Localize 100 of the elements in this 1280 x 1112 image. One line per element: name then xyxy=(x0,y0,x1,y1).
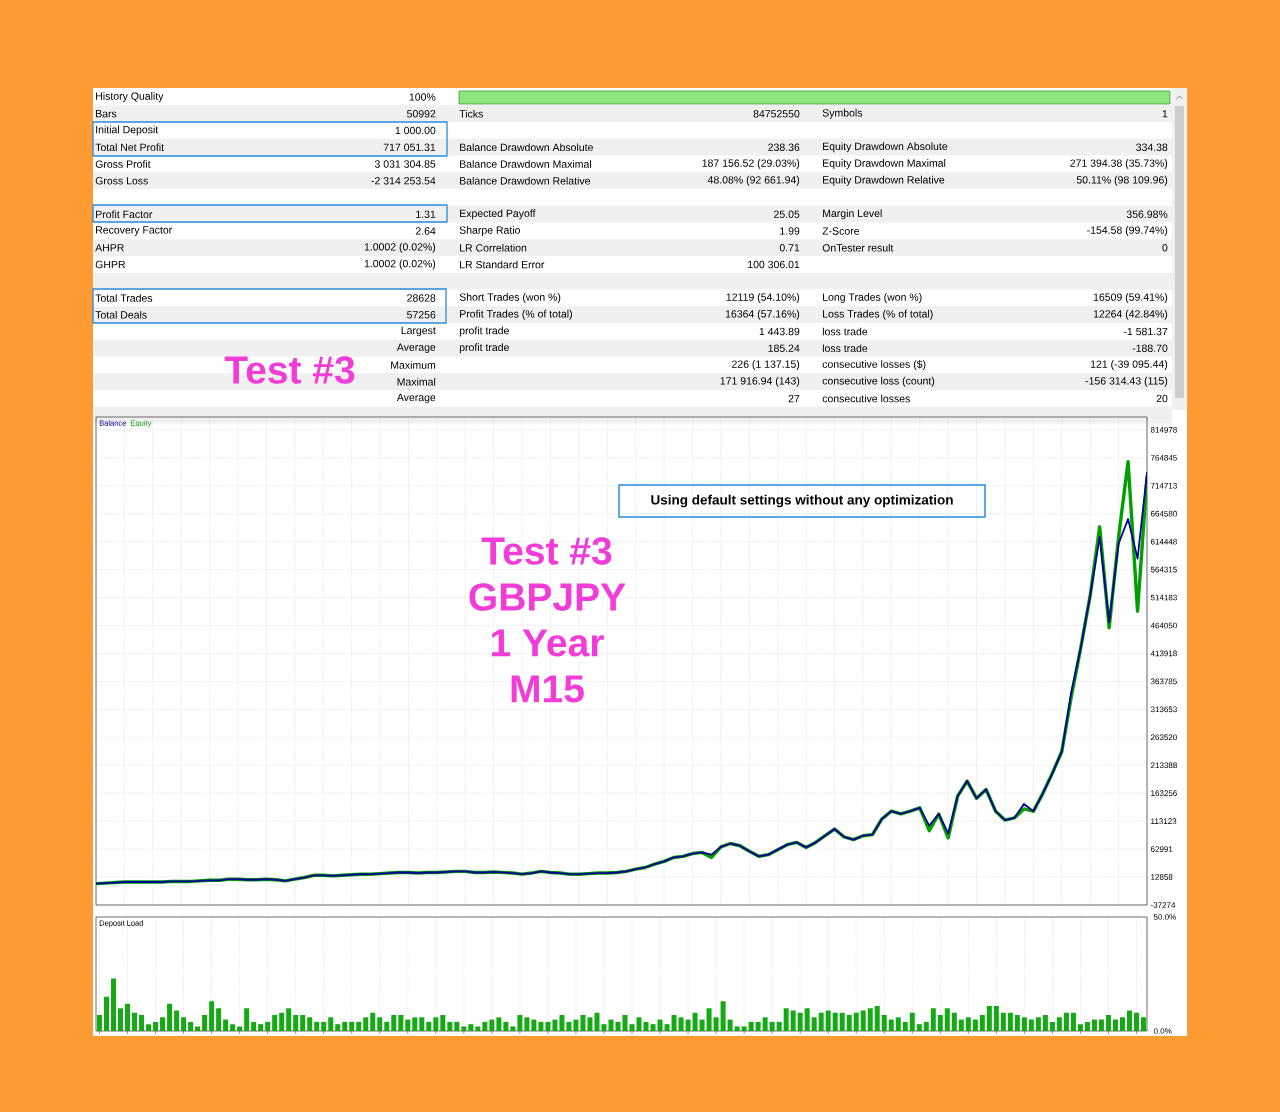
text: Loss Trades (% of total) xyxy=(823,309,933,320)
y-tick-label: 413918 xyxy=(1150,650,1177,657)
y-tick-label: 814978 xyxy=(1150,427,1177,433)
text: Total Net Profit xyxy=(95,143,164,152)
text: 0.71 xyxy=(779,244,800,252)
text: 48.08% (92 661.94) xyxy=(707,175,800,186)
text: OnTester result xyxy=(822,243,894,252)
text: profit trade xyxy=(459,326,509,337)
text: 121 (-39 095.44) xyxy=(1090,360,1168,370)
y-tick-label: 614448 xyxy=(1150,538,1177,545)
text: 334.38 xyxy=(1136,143,1168,151)
text: 50.11% (98 109.96) xyxy=(1076,175,1168,186)
text: 1 xyxy=(1162,110,1168,118)
text: loss trade xyxy=(822,344,868,353)
text: AHPR xyxy=(95,244,124,252)
text: Average xyxy=(396,393,436,404)
annotation: Test #3 xyxy=(481,537,612,565)
y-tick-label: 664580 xyxy=(1150,510,1177,517)
text: 1.0002 (0.02%) xyxy=(364,259,436,270)
text: Margin Level xyxy=(823,209,882,220)
text: 2.64 xyxy=(415,227,436,235)
text: Recovery Factor xyxy=(96,226,173,236)
text: 1.99 xyxy=(780,227,800,235)
text: profit trade xyxy=(459,343,509,354)
y-tick-label: 12858 xyxy=(1151,874,1173,880)
text: Balance Drawdown Absolute xyxy=(460,143,593,152)
text: Sharpe Ratio xyxy=(459,226,521,236)
text: Maximum xyxy=(391,361,436,369)
text: 226 (1 137.15) xyxy=(732,360,800,370)
text: Initial Deposit xyxy=(96,125,159,136)
annotation: M15 xyxy=(511,675,584,703)
y-tick-label: 113123 xyxy=(1151,818,1177,824)
text: 238.36 xyxy=(768,143,800,151)
text: consecutive losses ($) xyxy=(822,360,926,370)
text: Bars xyxy=(96,110,117,118)
text: consecutive losses xyxy=(822,394,910,403)
text: LR Standard Error xyxy=(460,260,545,269)
text: 3 031 304.85 xyxy=(374,160,436,168)
text: -156 314.43 (115) xyxy=(1085,376,1168,387)
text: 100 306.01 xyxy=(748,260,800,269)
text: Average xyxy=(396,343,436,353)
annotation: Using default settings without any optimization xyxy=(651,494,953,508)
y-tick-label: 363785 xyxy=(1150,678,1177,685)
y-tick-label: 514183 xyxy=(1150,594,1177,601)
text: 16509 (59.41%) xyxy=(1093,293,1168,303)
text: Expected Payoff xyxy=(460,209,536,220)
y-tick-label: 313653 xyxy=(1150,706,1177,713)
text: -2 314 253.54 xyxy=(371,177,436,185)
text: Gross Profit xyxy=(95,160,151,168)
y-tick-label: 564315 xyxy=(1150,566,1177,573)
text: Ticks xyxy=(459,109,483,118)
text: 1 000.00 xyxy=(395,126,436,135)
text: 27 xyxy=(788,394,800,403)
text: 16364 (57.16%) xyxy=(725,309,800,320)
y-tick-label: 764845 xyxy=(1150,454,1177,461)
text: -154.58 (99.74%) xyxy=(1087,226,1168,236)
text: Balance Drawdown Maximal xyxy=(460,160,591,168)
text: Profit Factor xyxy=(96,210,153,219)
text: GHPR xyxy=(95,260,126,269)
y-tick-label: 50.0% xyxy=(1153,914,1176,920)
text: 12119 (54.10%) xyxy=(726,293,800,303)
text: 171 916.94 (143) xyxy=(720,376,800,387)
text: 271 394.38 (35.73%) xyxy=(1070,159,1168,169)
text: Symbols xyxy=(822,108,863,119)
text: Gross Loss xyxy=(95,177,148,185)
text: 717 051.31 xyxy=(383,143,436,151)
y-tick-label: 263520 xyxy=(1150,734,1177,741)
text: 187 156.52 (29.03%) xyxy=(702,159,800,169)
y-tick-label: 464050 xyxy=(1150,622,1177,629)
y-tick-label: 163256 xyxy=(1151,790,1177,797)
y-tick-label: 714713 xyxy=(1150,482,1177,489)
annotation: 1 Year xyxy=(491,629,604,657)
y-tick-label: 62991 xyxy=(1150,846,1173,852)
text: -188.70 xyxy=(1132,344,1168,352)
text: 0 xyxy=(1162,244,1168,252)
text: Balance Drawdown Relative xyxy=(460,176,591,185)
text: 25.05 xyxy=(774,210,800,218)
annotation: GBPJPY xyxy=(469,583,626,611)
text: 1.0002 (0.02%) xyxy=(364,242,436,253)
text: Equity Drawdown Absolute xyxy=(823,142,948,153)
text: 20 xyxy=(1156,394,1168,403)
y-tick-label: 0.0% xyxy=(1153,1028,1172,1034)
text: 1 443.89 xyxy=(759,327,800,336)
text: consecutive loss (count) xyxy=(822,376,935,387)
text: LR Correlation xyxy=(460,243,527,252)
text: 100% xyxy=(409,93,436,101)
text: Total Trades xyxy=(95,294,153,302)
text: Short Trades (won %) xyxy=(459,293,561,303)
text: 50992 xyxy=(407,110,436,118)
text: 57256 xyxy=(407,311,436,319)
text: Profit Trades (% of total) xyxy=(460,309,572,320)
text: 185.24 xyxy=(768,344,800,352)
text: Z-Score xyxy=(822,227,860,235)
text: 28628 xyxy=(407,294,436,302)
text: Test #3 xyxy=(224,356,355,384)
y-tick-label: -37274 xyxy=(1150,902,1176,908)
text: Maximal xyxy=(397,377,436,386)
text: 356.98% xyxy=(1126,210,1168,218)
y-tick-label: 213388 xyxy=(1150,762,1177,769)
text: 84752550 xyxy=(753,110,800,118)
